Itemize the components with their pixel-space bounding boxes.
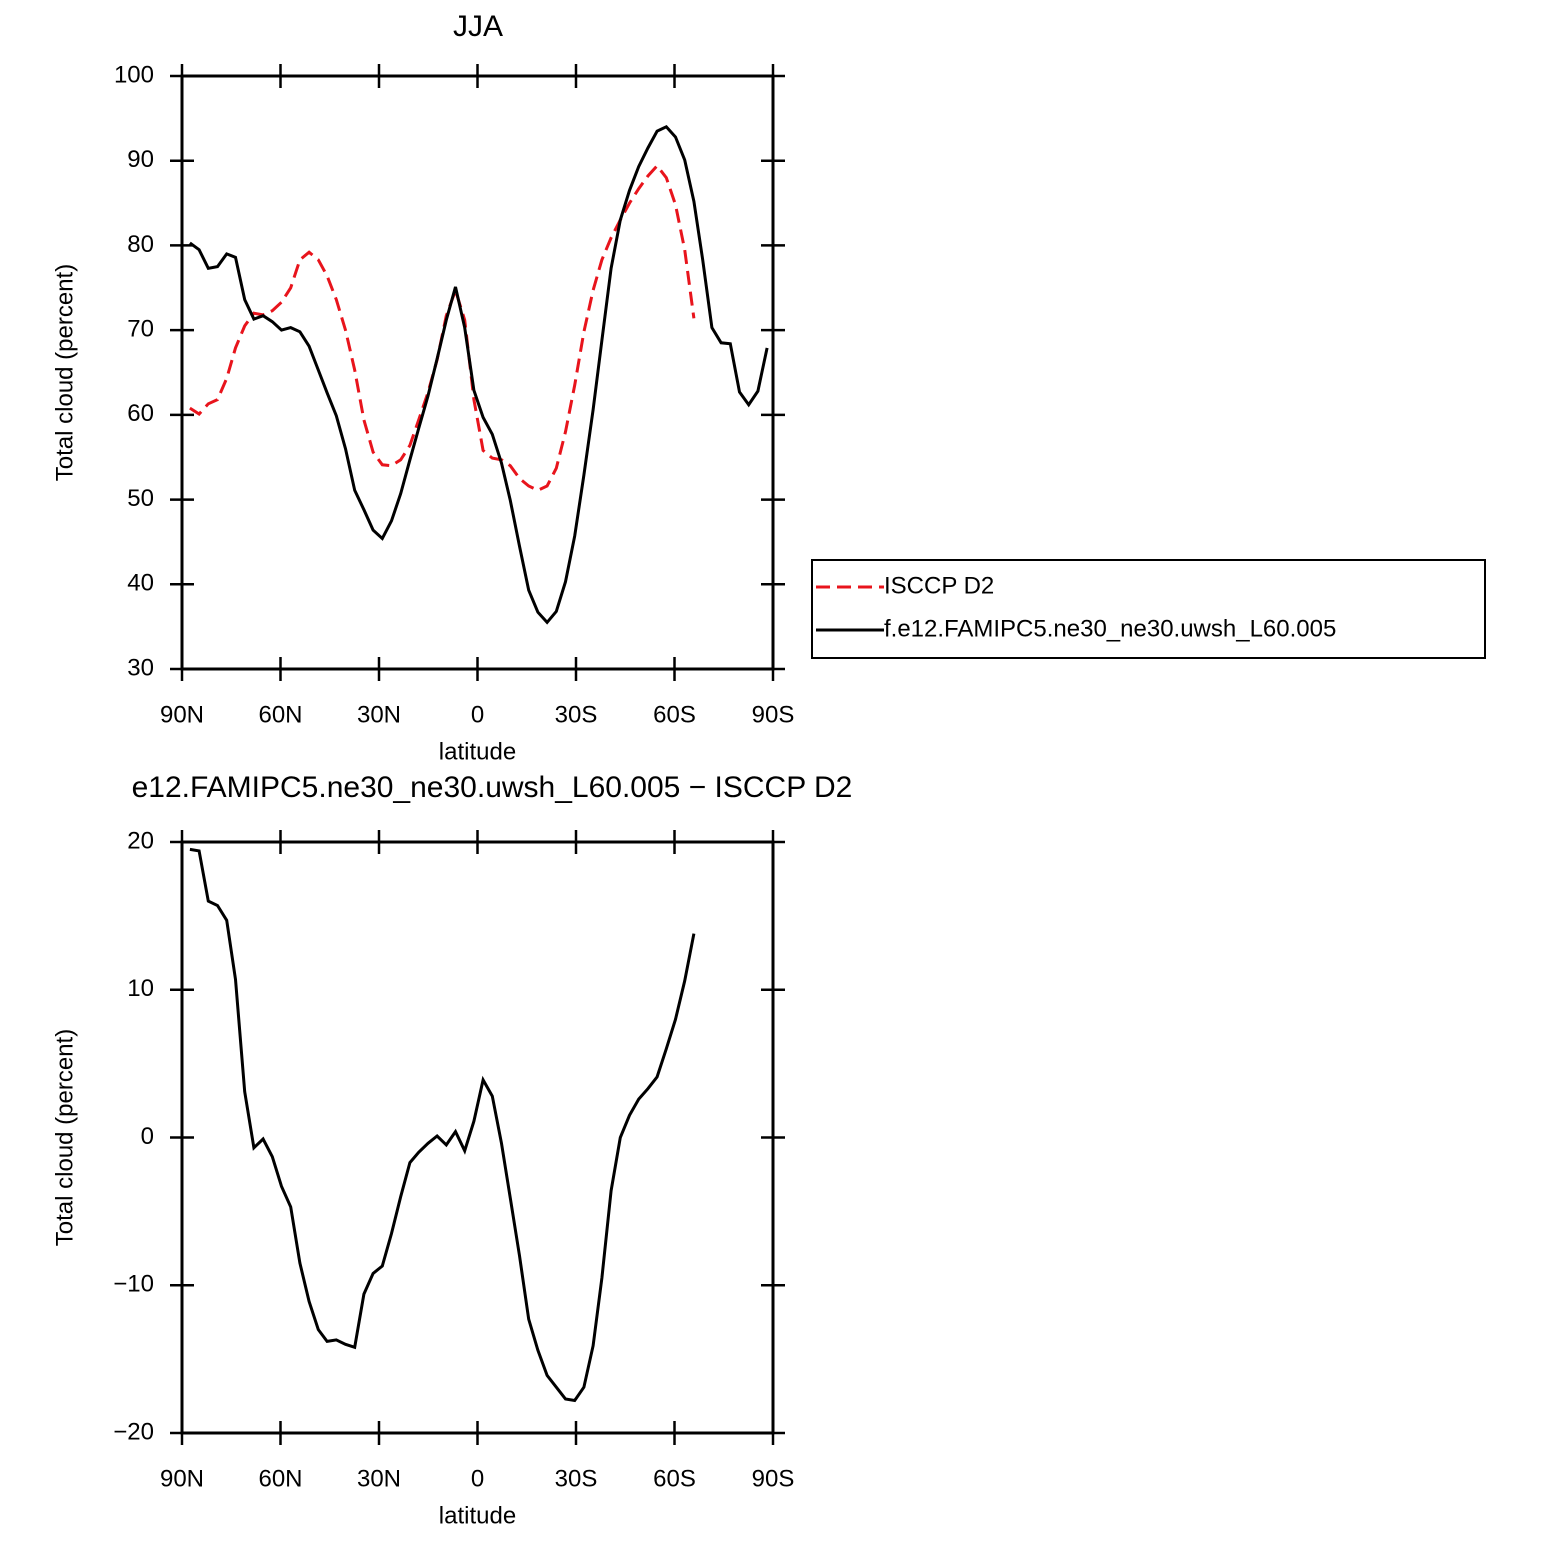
x-tick-label: 30S: [555, 1465, 598, 1492]
y-tick-label: 50: [127, 485, 154, 512]
plot-frame: [180, 840, 775, 1435]
x-tick-label: 60N: [258, 1465, 302, 1492]
x-tick-label: 60S: [653, 701, 696, 728]
chart-title: e12.FAMIPC5.ne30_ne30.uwsh_L60.005 − ISC…: [132, 771, 853, 804]
x-tick-label: 0: [471, 701, 484, 728]
x-tick-label: 90S: [752, 1465, 795, 1492]
chart-title: JJA: [453, 10, 503, 43]
y-axis-label: Total cloud (percent): [51, 264, 78, 481]
y-tick-label: 90: [127, 146, 154, 173]
y-tick-label: −10: [113, 1271, 154, 1298]
data-line: [189, 124, 769, 625]
x-tick-label: 90N: [160, 701, 204, 728]
x-tick-label: 90S: [752, 701, 795, 728]
x-axis-label: latitude: [439, 738, 516, 765]
x-tick-label: 30N: [357, 701, 401, 728]
y-tick-label: −20: [113, 1418, 154, 1445]
data-line: [189, 163, 696, 492]
legend-label: ISCCP D2: [884, 572, 994, 599]
data-line: [189, 847, 696, 1403]
y-tick-label: 40: [127, 570, 154, 597]
x-tick-label: 30S: [555, 701, 598, 728]
y-tick-label: 10: [127, 975, 154, 1002]
y-axis-label: Total cloud (percent): [51, 1029, 78, 1246]
y-tick-label: 30: [127, 654, 154, 681]
y-tick-label: 100: [114, 61, 154, 88]
y-tick-label: 20: [127, 827, 154, 854]
y-tick-label: 70: [127, 315, 154, 342]
x-tick-label: 90N: [160, 1465, 204, 1492]
x-axis-label: latitude: [439, 1502, 516, 1529]
legend-box: [811, 559, 1486, 659]
x-tick-label: 0: [471, 1465, 484, 1492]
y-tick-label: 80: [127, 231, 154, 258]
y-tick-label: 60: [127, 400, 154, 427]
y-tick-label: 0: [141, 1123, 154, 1150]
x-tick-label: 30N: [357, 1465, 401, 1492]
x-tick-label: 60N: [258, 701, 302, 728]
legend-label: f.e12.FAMIPC5.ne30_ne30.uwsh_L60.005: [884, 615, 1336, 642]
x-tick-label: 60S: [653, 1465, 696, 1492]
